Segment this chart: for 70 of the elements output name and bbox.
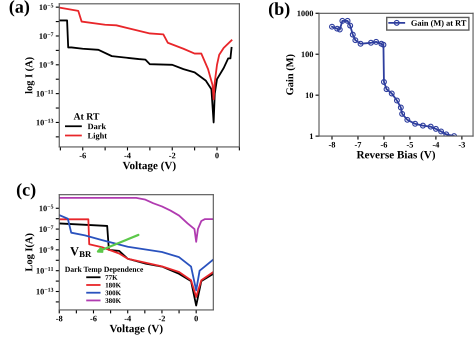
y-tick-label: 1 xyxy=(310,134,314,139)
x-tick-label: -8 xyxy=(328,142,336,148)
x-tick-label: -4 xyxy=(124,152,131,158)
x-tick-label: -2 xyxy=(158,316,166,322)
point xyxy=(432,126,439,132)
point xyxy=(334,26,340,32)
x-tick-label: 0 xyxy=(215,152,219,158)
legend-label: Gain (M) at RT xyxy=(411,20,466,28)
point xyxy=(404,116,410,123)
point xyxy=(344,18,351,24)
y-tick-label: 10$^{−13}$ xyxy=(36,118,54,126)
point xyxy=(378,40,384,47)
point xyxy=(394,98,400,104)
chart-title: (a) xyxy=(10,0,30,17)
y-tick-label: 10$^{−11}$ xyxy=(36,90,54,97)
chart-title: (c) xyxy=(16,183,36,200)
point xyxy=(373,38,380,45)
point xyxy=(336,26,343,33)
point xyxy=(339,18,346,24)
point xyxy=(380,78,387,85)
legend-label: Dark xyxy=(88,123,106,130)
y-tick-label: 10 xyxy=(306,92,314,98)
y-tick-label: 100 xyxy=(302,52,314,58)
x-tick-label: -6 xyxy=(380,142,388,148)
y-tick-label: 10$^{−5}$ xyxy=(40,204,54,212)
x-tick-label: -3 xyxy=(458,142,466,148)
y-tick-label: 10$^{−7}$ xyxy=(40,32,54,39)
point xyxy=(368,40,374,46)
point xyxy=(329,24,335,30)
point xyxy=(347,22,354,29)
x-tick-label: -8 xyxy=(56,316,62,322)
x-tick-label: -7 xyxy=(354,142,362,148)
legend-label: Light xyxy=(88,132,107,140)
x-tick-label: -6 xyxy=(80,152,86,158)
y-axis-title: log I (A) xyxy=(25,57,35,94)
point xyxy=(380,42,386,48)
point xyxy=(388,90,395,96)
point xyxy=(358,40,364,47)
y-axis-title: Log I(A) xyxy=(25,234,35,272)
annotation: V$_{BR}$ xyxy=(70,247,92,258)
point xyxy=(438,128,444,134)
point xyxy=(420,122,426,129)
point xyxy=(384,86,390,92)
chart-title: (b) xyxy=(268,2,290,19)
point xyxy=(398,104,404,110)
y-tick-label: 1000 xyxy=(297,10,314,16)
y-tick-label: 10$^{−5}$ xyxy=(40,4,54,10)
x-axis-title: Voltage (V) xyxy=(122,161,176,172)
line-series xyxy=(59,6,232,100)
point xyxy=(428,124,434,130)
y-tick-label: 10$^{−9}$ xyxy=(40,61,54,68)
y-tick-label: 10$^{−11}$ xyxy=(36,267,54,274)
x-tick-label: -5 xyxy=(406,142,414,148)
y-tick-label: 10$^{−9}$ xyxy=(40,246,54,253)
line-series xyxy=(59,196,214,243)
y-tick-label: 10$^{−13}$ xyxy=(36,288,54,294)
x-tick-label: -6 xyxy=(90,316,97,322)
x-tick-label: 0 xyxy=(194,316,198,322)
x-tick-label: -4 xyxy=(124,316,132,322)
legend-title: At RT xyxy=(74,113,100,120)
point xyxy=(399,110,406,117)
x-axis-title: Voltage (V) xyxy=(110,324,163,335)
point xyxy=(350,32,356,38)
x-tick-label: -4 xyxy=(432,142,440,148)
point xyxy=(412,120,418,127)
y-axis-title: Gain (M) xyxy=(286,54,296,95)
x-tick-label: -2 xyxy=(169,152,176,158)
x-axis-title: Reverse Bias (V) xyxy=(356,150,436,161)
point xyxy=(352,37,358,44)
y-tick-label: 10$^{−7}$ xyxy=(40,225,54,232)
